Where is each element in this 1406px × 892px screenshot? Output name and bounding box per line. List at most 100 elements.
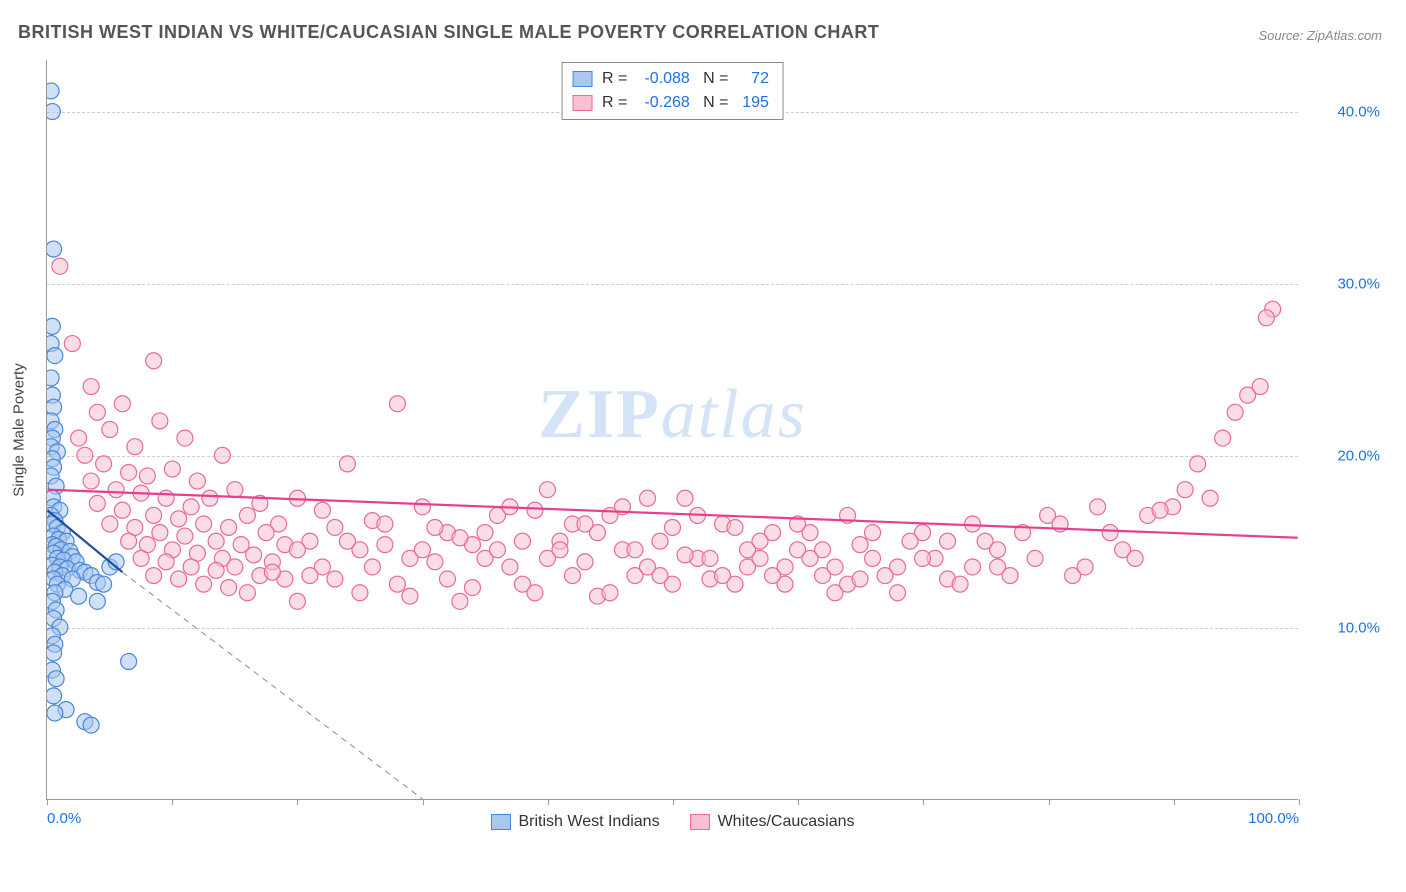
scatter-point-wc: [865, 550, 881, 566]
scatter-point-wc: [752, 533, 768, 549]
scatter-point-wc: [727, 519, 743, 535]
scatter-point-wc: [990, 542, 1006, 558]
scatter-point-wc: [227, 559, 243, 575]
y-axis-label: Single Male Poverty: [11, 363, 28, 496]
scatter-point-wc: [1215, 430, 1231, 446]
scatter-point-bwi: [47, 241, 62, 257]
scatter-point-wc: [127, 439, 143, 455]
scatter-point-wc: [464, 580, 480, 596]
legend-swatch-icon: [490, 814, 510, 830]
scatter-point-wc: [452, 593, 468, 609]
scatter-point-wc: [940, 533, 956, 549]
legend-series-label: Whites/Caucasians: [718, 813, 855, 831]
scatter-point-wc: [427, 519, 443, 535]
scatter-point-wc: [364, 559, 380, 575]
scatter-point-wc: [139, 468, 155, 484]
scatter-point-wc: [302, 568, 318, 584]
scatter-point-wc: [164, 461, 180, 477]
scatter-point-bwi: [47, 348, 63, 364]
scatter-point-wc: [514, 533, 530, 549]
scatter-point-wc: [527, 585, 543, 601]
scatter-point-wc: [1002, 568, 1018, 584]
scatter-point-wc: [121, 464, 137, 480]
scatter-point-bwi: [47, 318, 60, 334]
scatter-point-bwi: [47, 705, 63, 721]
scatter-point-wc: [539, 482, 555, 498]
scatter-point-wc: [221, 519, 237, 535]
scatter-point-wc: [402, 588, 418, 604]
scatter-point-wc: [314, 502, 330, 518]
scatter-point-wc: [339, 533, 355, 549]
scatter-point-wc: [677, 490, 693, 506]
scatter-point-bwi: [121, 654, 137, 670]
scatter-point-wc: [1127, 550, 1143, 566]
scatter-point-wc: [146, 568, 162, 584]
scatter-point-wc: [1027, 550, 1043, 566]
scatter-point-wc: [214, 447, 230, 463]
scatter-point-wc: [327, 571, 343, 587]
x-tick-mark: [47, 799, 48, 805]
scatter-point-wc: [114, 396, 130, 412]
scatter-point-wc: [71, 430, 87, 446]
scatter-point-wc: [146, 507, 162, 523]
scatter-point-wc: [202, 490, 218, 506]
scatter-point-bwi: [47, 104, 60, 120]
scatter-point-wc: [439, 571, 455, 587]
x-tick-mark: [1174, 799, 1175, 805]
legend-series-item: British West Indians: [490, 813, 659, 831]
x-tick-mark: [548, 799, 549, 805]
legend-series: British West Indians Whites/Caucasians: [490, 813, 854, 831]
scatter-point-wc: [152, 525, 168, 541]
scatter-point-wc: [802, 550, 818, 566]
scatter-point-wc: [158, 490, 174, 506]
scatter-point-wc: [83, 473, 99, 489]
x-tick-mark: [172, 799, 173, 805]
legend-swatch-icon: [572, 95, 592, 111]
scatter-point-wc: [452, 530, 468, 546]
legend-stat-row-bwi: R = -0.088 N = 72: [572, 67, 769, 91]
scatter-point-wc: [1227, 404, 1243, 420]
scatter-point-wc: [502, 559, 518, 575]
scatter-point-wc: [852, 571, 868, 587]
scatter-svg: [47, 60, 1298, 799]
scatter-point-wc: [183, 559, 199, 575]
scatter-point-wc: [552, 542, 568, 558]
scatter-point-bwi: [48, 671, 64, 687]
scatter-point-wc: [158, 554, 174, 570]
scatter-point-wc: [389, 396, 405, 412]
scatter-point-wc: [564, 568, 580, 584]
scatter-point-wc: [196, 576, 212, 592]
scatter-point-wc: [777, 559, 793, 575]
scatter-point-wc: [414, 542, 430, 558]
x-tick-label: 100.0%: [1248, 810, 1299, 827]
y-tick-label: 10.0%: [1337, 619, 1380, 636]
scatter-point-wc: [339, 456, 355, 472]
scatter-point-wc: [915, 550, 931, 566]
scatter-point-wc: [414, 499, 430, 515]
scatter-point-wc: [727, 576, 743, 592]
scatter-point-wc: [102, 516, 118, 532]
scatter-point-wc: [64, 336, 80, 352]
scatter-point-wc: [965, 559, 981, 575]
legend-stat-text: R = -0.088 N = 72: [602, 67, 769, 91]
scatter-point-wc: [877, 568, 893, 584]
scatter-point-wc: [652, 568, 668, 584]
scatter-point-wc: [1152, 502, 1168, 518]
scatter-point-wc: [1090, 499, 1106, 515]
scatter-point-wc: [152, 413, 168, 429]
scatter-point-bwi: [47, 688, 62, 704]
scatter-point-wc: [221, 580, 237, 596]
legend-series-item: Whites/Caucasians: [690, 813, 855, 831]
scatter-point-wc: [183, 499, 199, 515]
scatter-point-wc: [146, 353, 162, 369]
scatter-point-wc: [52, 258, 68, 274]
scatter-point-wc: [171, 571, 187, 587]
x-tick-mark: [423, 799, 424, 805]
scatter-point-wc: [102, 422, 118, 438]
y-tick-label: 30.0%: [1337, 275, 1380, 292]
scatter-point-wc: [377, 537, 393, 553]
legend-stat-text: R = -0.268 N = 195: [602, 91, 769, 115]
source-attribution: Source: ZipAtlas.com: [1258, 28, 1382, 43]
scatter-point-wc: [702, 550, 718, 566]
scatter-point-bwi: [71, 588, 87, 604]
